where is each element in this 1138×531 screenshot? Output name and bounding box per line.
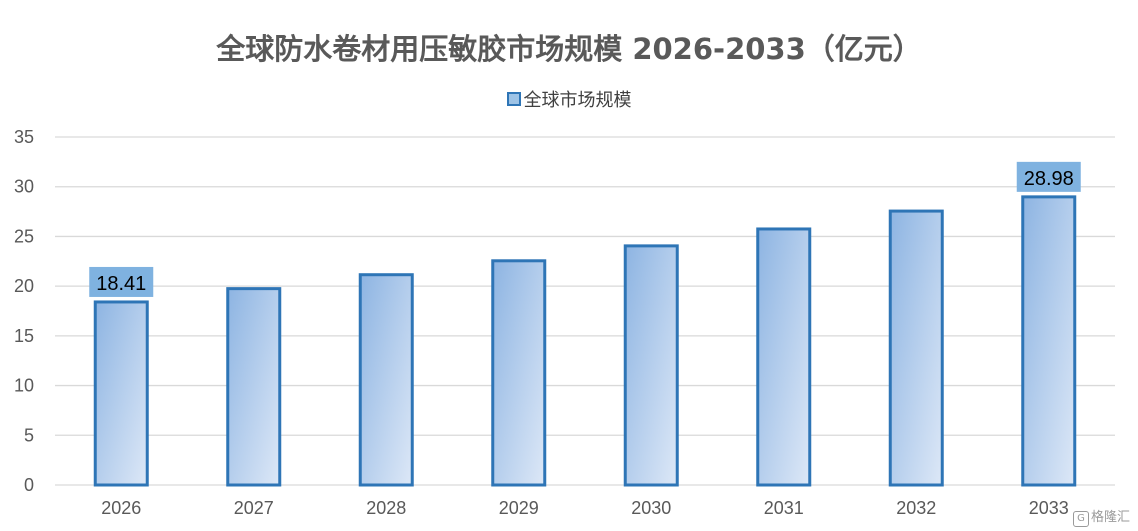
legend-label: 全球市场规模 [523, 90, 632, 111]
bars [93, 195, 1077, 487]
x-tick-label: 2026 [101, 498, 141, 518]
bar-2029 [491, 259, 547, 487]
y-tick-label: 20 [14, 276, 34, 296]
x-tick-label: 2033 [1029, 498, 1069, 518]
x-tick-label: 2030 [631, 498, 671, 518]
bar-2030 [623, 244, 679, 487]
data-label: 18.41 [96, 273, 146, 295]
data-label-box [89, 266, 154, 297]
y-tick-label: 10 [14, 376, 34, 396]
y-tick-label: 25 [14, 226, 34, 246]
y-axis-ticks: 0 5 10 15 20 25 30 35 [14, 127, 34, 495]
legend-swatch [506, 92, 521, 106]
bar-2031 [756, 227, 812, 487]
x-tick-label: 2029 [499, 498, 539, 518]
data-label-box [1016, 161, 1081, 192]
y-tick-label: 15 [14, 326, 34, 346]
bar-2026 [93, 300, 149, 487]
x-tick-label: 2028 [366, 498, 406, 518]
bar-2027 [226, 287, 282, 487]
y-tick-label: 5 [24, 425, 34, 445]
x-axis-ticks: 2026 2027 2028 2029 2030 2031 2032 2033 [101, 498, 1069, 518]
y-tick-label: 30 [14, 177, 34, 197]
chart-title: 全球防水卷材用压敏胶市场规模 2026-2033（亿元） [216, 32, 922, 66]
watermark-text: 格隆汇 [1090, 510, 1130, 525]
gelonghui-logo-icon: G [1072, 511, 1089, 527]
watermark: G 格隆汇 [1072, 506, 1130, 527]
bar-2033 [1021, 195, 1077, 487]
y-tick-label: 0 [24, 475, 34, 495]
y-tick-label: 35 [14, 127, 34, 147]
bar-2032 [888, 209, 944, 487]
gridlines [55, 136, 1115, 486]
x-tick-label: 2031 [764, 498, 804, 518]
x-tick-label: 2032 [896, 498, 936, 518]
bar-2028 [358, 273, 414, 487]
data-labels: 18.41 28.98 [89, 161, 1081, 297]
data-label: 28.98 [1024, 168, 1074, 190]
legend: 全球市场规模 [0, 86, 1138, 112]
x-tick-label: 2027 [234, 498, 274, 518]
